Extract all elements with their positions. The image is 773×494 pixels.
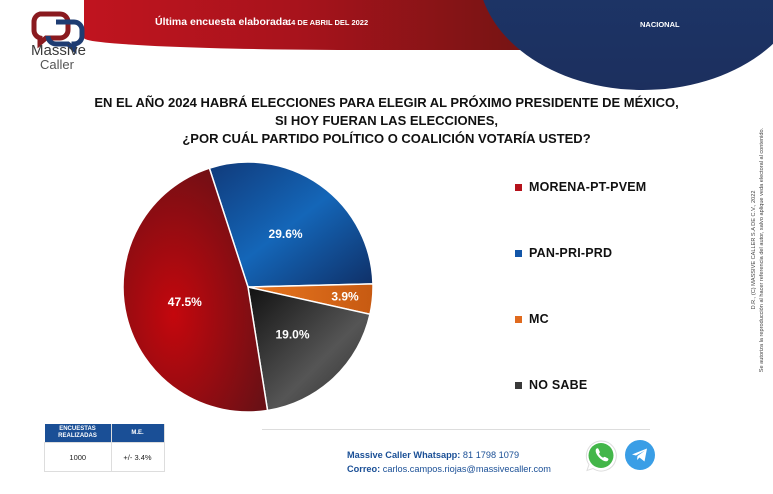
pie-slice-morena-pt-pvem bbox=[122, 167, 269, 413]
whatsapp-number[interactable]: 81 1798 1079 bbox=[462, 450, 520, 460]
header-banner-blue bbox=[478, 0, 773, 90]
email-label: Correo: bbox=[347, 464, 381, 474]
legend-label: MC bbox=[529, 312, 549, 326]
contact-info: Massive Caller Whatsapp: 81 1798 1079 Co… bbox=[347, 448, 551, 476]
footer-divider bbox=[262, 429, 650, 430]
survey-date: 14 DE ABRIL DEL 2022 bbox=[287, 18, 369, 27]
scope-label: NACIONAL bbox=[640, 20, 680, 29]
header-surveys: ENCUESTAS REALIZADAS bbox=[44, 424, 112, 443]
legend-item-no-sabe: NO SABE bbox=[515, 378, 587, 392]
pie-label-pan-pri-prd: 29.6% bbox=[269, 227, 303, 241]
whatsapp-label: Massive Caller Whatsapp: bbox=[347, 450, 461, 460]
pie-label-mc: 3.9% bbox=[331, 289, 359, 303]
survey-label: Última encuesta elaborada: bbox=[155, 16, 292, 28]
email-address[interactable]: carlos.campos.riojas@massivecaller.com bbox=[382, 464, 551, 474]
pie-chart: 29.6% 3.9% 19.0% 47.5% bbox=[122, 161, 374, 413]
question-line-3: ¿POR CUÁL PARTIDO POLÍTICO O COALICIÓN V… bbox=[182, 131, 591, 146]
header-banner-red bbox=[84, 0, 554, 50]
legend-label: PAN-PRI-PRD bbox=[529, 246, 613, 260]
massive-caller-logo-icon bbox=[31, 11, 85, 55]
header-margin-error: M.E. bbox=[111, 424, 165, 443]
legend-swatch bbox=[515, 381, 522, 389]
chart-question: EN EL AÑO 2024 HABRÁ ELECCIONES PARA ELE… bbox=[0, 94, 773, 148]
question-line-2: SI HOY FUERAN LAS ELECCIONES, bbox=[275, 113, 498, 128]
legend-item-mc: MC bbox=[515, 312, 549, 326]
value-margin-error: +/- 3.4% bbox=[110, 442, 165, 472]
pie-slice-pan-pri-prd bbox=[208, 161, 374, 288]
whatsapp-icon[interactable] bbox=[584, 439, 618, 473]
brand-name-line1: Massive bbox=[31, 42, 87, 59]
pie-label-no-sabe: 19.0% bbox=[275, 327, 309, 341]
legend-item-morena-pt-pvem: MORENA-PT-PVEM bbox=[515, 180, 646, 194]
legend-label: NO SABE bbox=[529, 378, 588, 392]
pie-label-morena-pt-pvem: 47.5% bbox=[168, 295, 202, 309]
telegram-icon[interactable] bbox=[624, 439, 656, 471]
legend-item-pan-pri-prd: PAN-PRI-PRD bbox=[515, 246, 612, 260]
legend-label: MORENA-PT-PVEM bbox=[529, 180, 647, 194]
copyright-line-1: D.R., (C) MASSIVE CALLER S.A DE C.V., 20… bbox=[751, 190, 757, 310]
value-surveys: 1000 bbox=[44, 442, 112, 472]
question-line-1: EN EL AÑO 2024 HABRÁ ELECCIONES PARA ELE… bbox=[94, 95, 679, 110]
legend-swatch bbox=[515, 315, 522, 323]
pie-slice-no-sabe bbox=[247, 286, 371, 412]
copyright-line-2: Se autoriza la reproducción al hacer ref… bbox=[759, 127, 765, 373]
legend-swatch bbox=[515, 249, 522, 257]
brand-name-line2: Caller bbox=[40, 57, 74, 72]
copyright-note: D.R., (C) MASSIVE CALLER S.A DE C.V., 20… bbox=[748, 85, 768, 415]
legend-swatch bbox=[515, 183, 522, 191]
survey-stats-table: ENCUESTAS REALIZADAS M.E. 1000 +/- 3.4% bbox=[44, 424, 165, 472]
